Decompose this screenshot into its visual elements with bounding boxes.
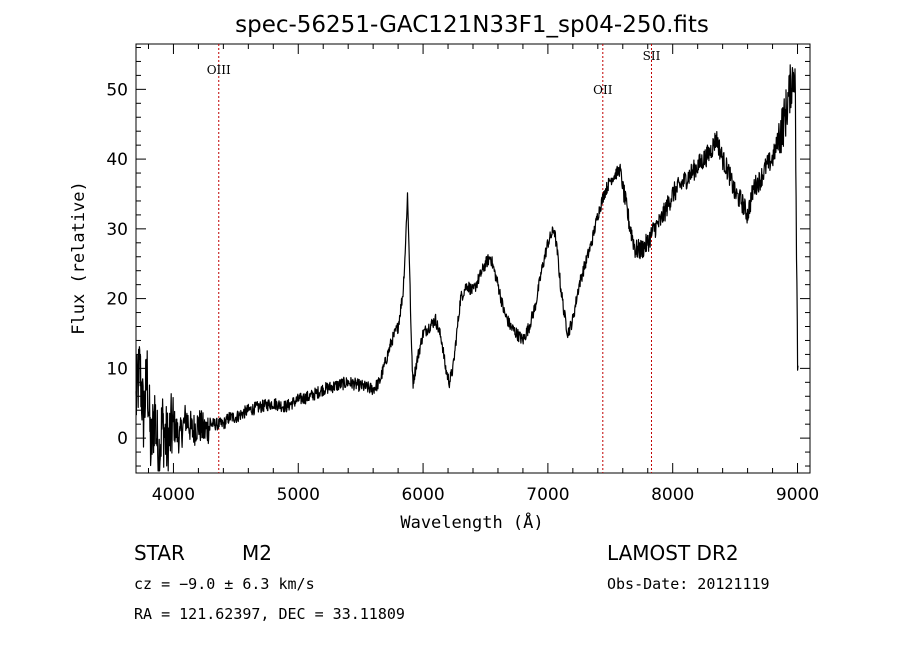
y-tick-label: 30 (106, 220, 128, 240)
reference-line-label: SII (643, 49, 661, 63)
reference-lines: OIII OII SII (207, 44, 661, 473)
x-tick-label: 6000 (401, 485, 444, 505)
plot-frame (135, 43, 811, 474)
y-tick-label: 50 (106, 80, 128, 100)
survey-name: LAMOST DR2 (607, 541, 739, 565)
x-tick-label: 9000 (776, 485, 819, 505)
y-axis-ticks: 0 10 20 30 40 50 (106, 46, 810, 467)
redshift-info: cz = −9.0 ± 6.3 km/s (134, 575, 315, 593)
coordinates: RA = 121.62397, DEC = 33.11809 (134, 605, 405, 623)
y-tick-label: 0 (117, 429, 128, 449)
chart-title: spec-56251-GAC121N33F1_sp04-250.fits (235, 12, 709, 38)
spectrum-line (135, 64, 799, 472)
object-class: STAR (134, 541, 185, 565)
reference-line-label: OIII (207, 63, 231, 77)
x-tick-label: 5000 (277, 485, 320, 505)
object-subclass: M2 (242, 541, 272, 565)
x-tick-label: 7000 (526, 485, 569, 505)
y-tick-label: 40 (106, 150, 128, 170)
y-tick-label: 10 (106, 359, 128, 379)
x-axis-ticks: 4000 5000 6000 7000 8000 9000 (147, 44, 819, 505)
y-tick-label: 20 (106, 290, 128, 310)
x-tick-label: 4000 (152, 485, 195, 505)
x-tick-label: 8000 (651, 485, 694, 505)
reference-line-label: OII (593, 83, 613, 97)
y-axis-label: Flux (relative) (69, 181, 89, 335)
x-axis-label: Wavelength (Å) (400, 511, 543, 533)
obs-date: Obs-Date: 20121119 (607, 575, 770, 593)
